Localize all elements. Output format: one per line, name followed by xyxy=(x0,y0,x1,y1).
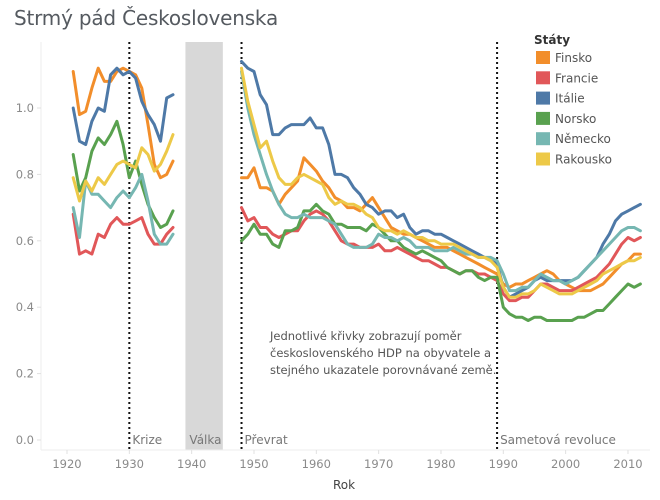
legend-swatch xyxy=(536,91,550,105)
chart-title: Strmý pád Československa xyxy=(14,6,279,30)
series-line xyxy=(240,202,642,322)
legend-item: Rakousko xyxy=(536,152,612,167)
legend-item: Německo xyxy=(536,132,611,146)
axes: 0.0 0.2 0.4 0.6 0.8 1.0 1920 1930 1940 1950 1960 19… xyxy=(16,42,650,471)
event-markers: Krize Převrat Sametová revoluce xyxy=(128,42,616,450)
x-tick-label: 1990 xyxy=(489,457,518,471)
war-band xyxy=(185,42,223,450)
legend-title: Státy xyxy=(534,33,570,47)
series-line xyxy=(240,66,642,299)
x-tick-label: 1940 xyxy=(177,457,206,471)
legend-label: Itálie xyxy=(555,92,585,106)
series-rakousko xyxy=(71,66,642,299)
y-tick-label: 0.8 xyxy=(16,167,34,181)
series-lines xyxy=(71,60,642,322)
legend-swatch xyxy=(536,111,550,125)
annotation-text: Jednotlivé křivky zobrazují poměr českosl… xyxy=(269,329,496,377)
series-norsko xyxy=(71,119,642,322)
y-tick-label: 1.0 xyxy=(16,101,34,115)
y-tick-label: 0.4 xyxy=(16,300,34,314)
series-line xyxy=(71,119,175,229)
x-tick-label: 2010 xyxy=(613,457,642,471)
legend-swatch xyxy=(536,132,550,146)
legend-item: Itálie xyxy=(536,91,585,106)
x-axis-label: Rok xyxy=(333,478,355,492)
legend-label: Norsko xyxy=(555,112,596,126)
y-tick-label: 0.6 xyxy=(16,234,34,248)
legend-item: Finsko xyxy=(536,51,592,65)
series-line xyxy=(71,133,175,203)
legend-swatch xyxy=(536,51,550,64)
x-tick-label: 1950 xyxy=(239,457,268,471)
series-line xyxy=(71,212,175,256)
series-line xyxy=(71,66,175,146)
legend-label: Německo xyxy=(555,132,611,146)
x-tick-label: 1970 xyxy=(364,457,393,471)
annotation-line: stejného ukazatele porovnávané země. xyxy=(270,363,496,377)
legend-label: Francie xyxy=(555,71,598,85)
series-line xyxy=(240,70,642,293)
legend: Státy Finsko Francie Itálie Norsko Německo Rak… xyxy=(534,33,612,167)
legend-item: Francie xyxy=(536,71,598,85)
annotation-line: Jednotlivé křivky zobrazují poměr xyxy=(269,329,462,343)
x-tick-label: 2000 xyxy=(551,457,580,471)
legend-swatch xyxy=(536,152,550,166)
event-label: Převrat xyxy=(245,433,288,447)
legend-item: Norsko xyxy=(536,111,596,126)
x-tick-label: 1930 xyxy=(115,457,144,471)
x-tick-label: 1980 xyxy=(426,457,455,471)
war-band-label: Válka xyxy=(189,433,221,447)
legend-label: Finsko xyxy=(555,51,592,65)
event-label: Sametová revoluce xyxy=(500,433,616,447)
legend-swatch xyxy=(536,71,550,85)
annotation-line: československého HDP na obyvatele a xyxy=(270,346,491,360)
x-tick-label: 1960 xyxy=(302,457,331,471)
event-label: Krize xyxy=(132,433,162,447)
y-tick-label: 0.0 xyxy=(16,433,34,447)
y-tick-label: 0.2 xyxy=(16,367,34,381)
x-tick-label: 1920 xyxy=(52,457,81,471)
legend-label: Rakousko xyxy=(555,153,612,167)
shaded-ranges: Válka xyxy=(185,42,223,450)
